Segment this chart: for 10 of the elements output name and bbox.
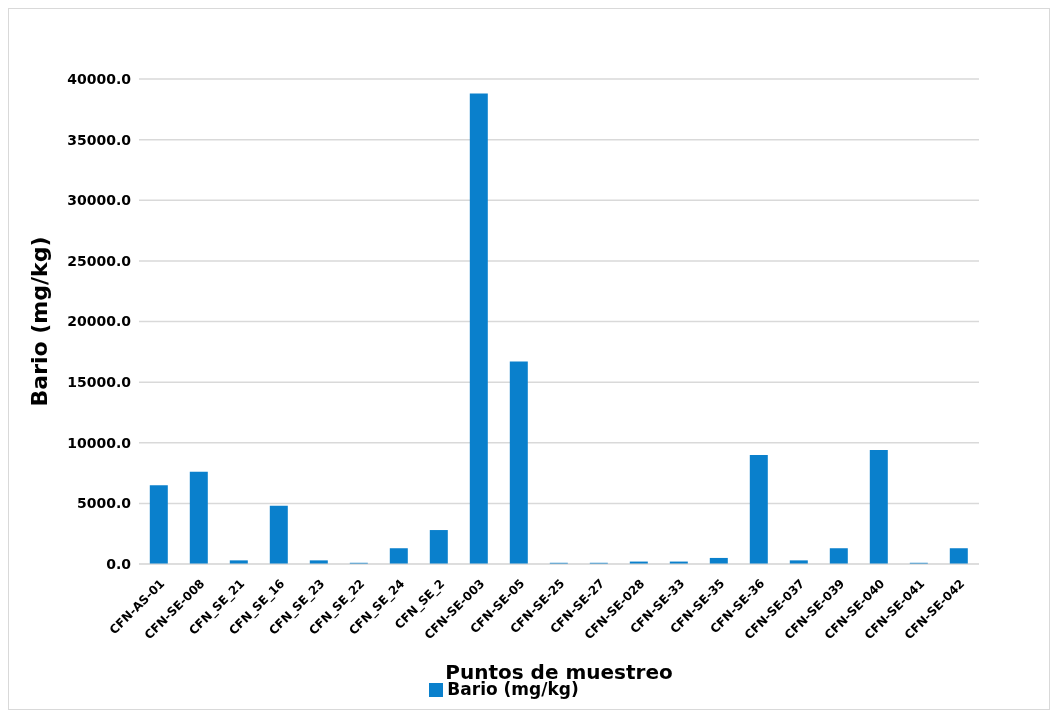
y-tick-label: 5000.0 [76, 495, 132, 512]
y-tick-label: 20000.0 [67, 313, 132, 330]
y-tick-label: 15000.0 [67, 374, 132, 391]
y-tick-label: 10000.0 [67, 434, 132, 451]
y-tick-label: 30000.0 [67, 192, 132, 209]
y-tick-label: 0.0 [106, 555, 132, 572]
y-tick-label: 25000.0 [67, 252, 132, 269]
y-tick-label: 35000.0 [67, 131, 132, 148]
y-axis-title: Bario (mg/kg) [26, 236, 52, 407]
y-tick-label: 40000.0 [67, 70, 132, 87]
